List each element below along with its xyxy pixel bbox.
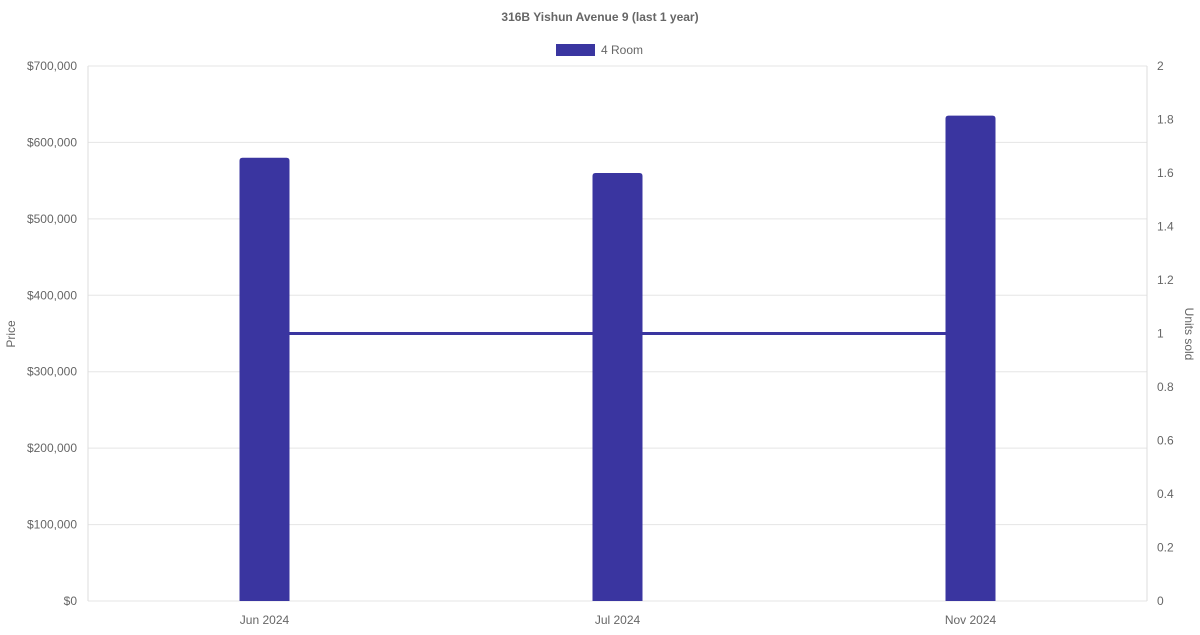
y-tick-label: $300,000 xyxy=(27,365,77,379)
y2-tick-label: 0 xyxy=(1157,594,1164,608)
legend[interactable]: 4 Room xyxy=(556,43,643,57)
y2-tick-label: 2 xyxy=(1157,59,1164,73)
chart-title: 316B Yishun Avenue 9 (last 1 year) xyxy=(501,10,698,24)
y2-tick-label: 1.8 xyxy=(1157,113,1174,127)
y-tick-label: $600,000 xyxy=(27,135,77,149)
y2-tick-label: 0.6 xyxy=(1157,434,1174,448)
bar xyxy=(945,115,996,601)
y2-tick-label: 0.2 xyxy=(1157,541,1174,555)
x-tick-label: Jun 2024 xyxy=(240,613,290,627)
legend-swatch xyxy=(556,44,595,56)
y-tick-label: $100,000 xyxy=(27,518,77,532)
y2-axis-label: Units sold xyxy=(1182,308,1196,361)
x-tick-label: Nov 2024 xyxy=(945,613,997,627)
y2-tick-label: 0.8 xyxy=(1157,380,1174,394)
y2-tick-label: 1 xyxy=(1157,327,1164,341)
y-tick-label: $700,000 xyxy=(27,59,77,73)
legend-label: 4 Room xyxy=(601,43,643,57)
y2-tick-label: 0.4 xyxy=(1157,487,1174,501)
y2-tick-label: 1.4 xyxy=(1157,220,1174,234)
y-tick-label: $0 xyxy=(64,594,78,608)
y-tick-label: $200,000 xyxy=(27,441,77,455)
y-axis-label: Price xyxy=(4,320,18,348)
x-tick-label: Jul 2024 xyxy=(595,613,641,627)
bar xyxy=(592,173,643,601)
bar xyxy=(239,157,290,601)
y2-tick-label: 1.6 xyxy=(1157,166,1174,180)
y-tick-label: $400,000 xyxy=(27,288,77,302)
y2-tick-label: 1.2 xyxy=(1157,273,1174,287)
y-tick-label: $500,000 xyxy=(27,212,77,226)
